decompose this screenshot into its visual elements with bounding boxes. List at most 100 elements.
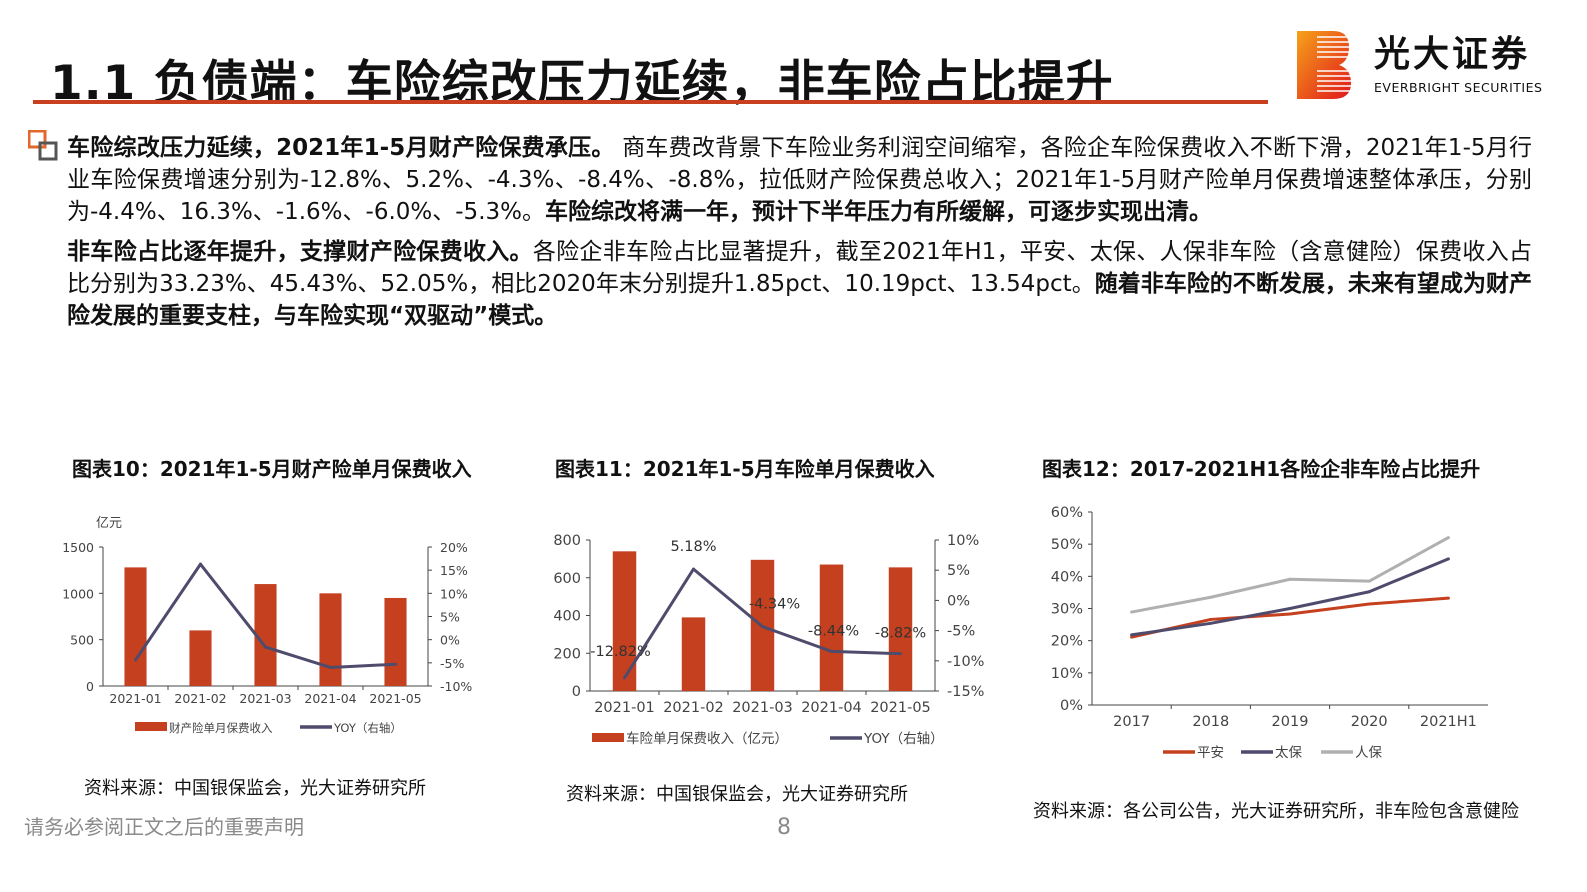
logo-text-en: EVERBRIGHT SECURITIES: [1374, 80, 1543, 95]
disclaimer-note: 请务必参阅正文之后的重要声明: [24, 815, 304, 839]
chart12-point: [1446, 596, 1450, 600]
chart11-y2-tick-label: 5%: [947, 563, 970, 579]
chart12-y-tick-label: 60%: [1051, 505, 1083, 521]
chart11-bar: [888, 567, 913, 691]
chart12-y-tick-label: 0%: [1060, 698, 1083, 714]
chart12-point: [1288, 607, 1292, 610]
chart11-x-tick-label: 2021-05: [870, 700, 931, 716]
chart10-x-tick-label: 2021-02: [174, 691, 226, 706]
chart11-point: [623, 676, 626, 680]
chart11-point: [692, 567, 695, 571]
chart12-x-tick-label: 2019: [1272, 714, 1309, 730]
chart11-x-tick-label: 2021-03: [732, 700, 793, 716]
chart12-point: [1130, 610, 1134, 614]
para1-lead: 车险综改压力延续，2021年1-5月财产险保费承压。: [67, 135, 615, 161]
para1-conclusion: 车险综改将满一年，预计下半年压力有所缓解，可逐步实现出清。: [545, 199, 1212, 225]
para2-lead: 非车险占比逐年提升，支撑财产险保费收入。: [67, 239, 533, 265]
chart10-legend-label: YOY（右轴）: [333, 721, 402, 735]
chart10-y-axis-label: 亿元: [96, 516, 122, 531]
chart11-point: [899, 652, 902, 656]
paragraph-non-auto-insurance: 非车险占比逐年提升，支撑财产险保费收入。各险企非车险占比显著提升，截至2021年…: [67, 236, 1532, 332]
paragraph-auto-insurance: 车险综改压力延续，2021年1-5月财产险保费承压。 商车费改背景下车险业务利润…: [67, 132, 1532, 228]
chart10-x-tick-label: 2021-04: [304, 691, 356, 706]
para1-body: 商车费改背景下车险业务利润空间缩窄，各险企车险保费收入不断下滑，2021年1-5…: [67, 135, 1532, 225]
chart10-y-tick-label: 1500: [62, 540, 94, 555]
chart10-bar: [384, 597, 407, 686]
page-number: 8: [777, 815, 791, 840]
chart10-y-tick-label: 500: [70, 633, 94, 648]
chart11-y2-tick-label: -10%: [947, 654, 984, 670]
chart12-legend-label: 太保: [1275, 745, 1303, 761]
chart10-bar: [124, 567, 147, 686]
chart11-legend-label: 车险单月保费收入（亿元）: [626, 730, 788, 747]
chart10-source: 资料来源：中国银保监会，光大证券研究所: [84, 778, 426, 799]
chart10-bar: [254, 584, 277, 686]
chart12-point: [1288, 577, 1292, 581]
chart10-y-tick-label: 0: [86, 679, 94, 694]
chart10-title: 图表10：2021年1-5月财产险单月保费收入: [72, 457, 472, 481]
chart10-point: [329, 665, 332, 669]
chart10-point: [264, 645, 267, 649]
chart11-x-tick-label: 2021-04: [801, 700, 862, 716]
chart12-point: [1367, 590, 1371, 594]
chart12-point: [1446, 557, 1450, 561]
chart12-point: [1130, 633, 1134, 637]
chart12-y-tick-label: 40%: [1051, 569, 1083, 585]
chart10-x-tick-label: 2021-01: [109, 691, 161, 706]
chart12-x-tick-label: 2021H1: [1420, 714, 1477, 730]
chart11-data-label: -8.82%: [875, 626, 926, 642]
chart11-y2-tick-label: -15%: [947, 684, 984, 700]
body-text: 车险综改压力延续，2021年1-5月财产险保费承压。 商车费改背景下车险业务利润…: [67, 132, 1532, 332]
chart11-legend-swatch: [592, 733, 624, 742]
chart11-y2-tick-label: 10%: [947, 533, 979, 549]
chart11-bar: [681, 617, 706, 691]
chart10-point: [394, 662, 397, 666]
chart10-bar: [319, 593, 342, 686]
chart10-bar: [189, 630, 212, 686]
chart12-source: 资料来源：各公司公告，光大证券研究所，非车险包含意健险: [1033, 801, 1519, 822]
chart11-y-tick-label: 200: [553, 646, 581, 662]
title-underline: [33, 100, 1268, 104]
chart10-point: [199, 562, 202, 566]
chart12-point: [1209, 595, 1213, 599]
chart10-y2-tick-label: 10%: [440, 586, 468, 601]
chart11-point: [830, 649, 833, 653]
chart12-y-tick-label: 20%: [1051, 634, 1083, 650]
chart11-y-tick-label: 0: [572, 684, 581, 700]
chart11-point: [761, 625, 764, 629]
chart10-x-tick-label: 2021-03: [239, 691, 291, 706]
chart10-y2-tick-label: -5%: [440, 656, 464, 671]
chart11-title: 图表11：2021年1-5月车险单月保费收入: [555, 457, 935, 481]
logo-text-cn: 光大证券: [1374, 34, 1531, 75]
chart10-x-tick-label: 2021-05: [369, 691, 421, 706]
chart11-x-tick-label: 2021-01: [594, 700, 655, 716]
chart11-source: 资料来源：中国银保监会，光大证券研究所: [566, 784, 908, 805]
chart12-point: [1288, 612, 1292, 616]
chart11-data-label: 5.18%: [670, 539, 716, 555]
chart12-y-tick-label: 30%: [1051, 602, 1083, 618]
chart12-legend-label: 平安: [1197, 745, 1224, 761]
chart12-legend-label: 人保: [1355, 745, 1383, 761]
chart12-point: [1130, 635, 1134, 639]
chart10-y2-tick-label: 15%: [440, 563, 468, 578]
chart10-y-tick-label: 1000: [62, 586, 94, 601]
para2-body: 各险企非车险占比显著提升，截至2021年H1，平安、太保、人保非车险（含意健险）…: [67, 239, 1532, 297]
chart12-point: [1367, 579, 1371, 583]
chart11-bar: [612, 551, 637, 691]
chart11-bar: [819, 564, 844, 691]
everbright-logo: [1297, 31, 1351, 99]
chart10-point: [134, 658, 137, 662]
chart11-data-label: -4.34%: [749, 597, 800, 613]
chart10-y2-tick-label: -10%: [440, 679, 472, 694]
chart11-data-label: -8.44%: [808, 623, 859, 639]
chart11-y-tick-label: 600: [553, 571, 581, 587]
chart12-point: [1209, 617, 1213, 621]
chart10-y2-tick-label: 5%: [440, 610, 460, 625]
chart12-title: 图表12：2017-2021H1各险企非车险占比提升: [1042, 457, 1481, 481]
chart11-y2-tick-label: 0%: [947, 593, 970, 609]
chart12-point: [1209, 621, 1213, 625]
chart12-point: [1367, 602, 1371, 606]
chart10-y2-tick-label: 20%: [440, 540, 468, 555]
chart12-line-2: [1131, 557, 1449, 637]
